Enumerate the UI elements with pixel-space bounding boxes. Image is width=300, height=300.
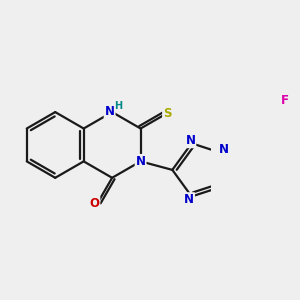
Text: N: N (219, 143, 229, 156)
Text: O: O (89, 197, 99, 210)
Text: N: N (136, 155, 146, 168)
Text: N: N (185, 134, 195, 147)
Text: H: H (114, 101, 122, 111)
Text: S: S (163, 107, 172, 120)
Text: N: N (105, 105, 115, 118)
Text: N: N (184, 193, 194, 206)
Text: F: F (281, 94, 289, 107)
